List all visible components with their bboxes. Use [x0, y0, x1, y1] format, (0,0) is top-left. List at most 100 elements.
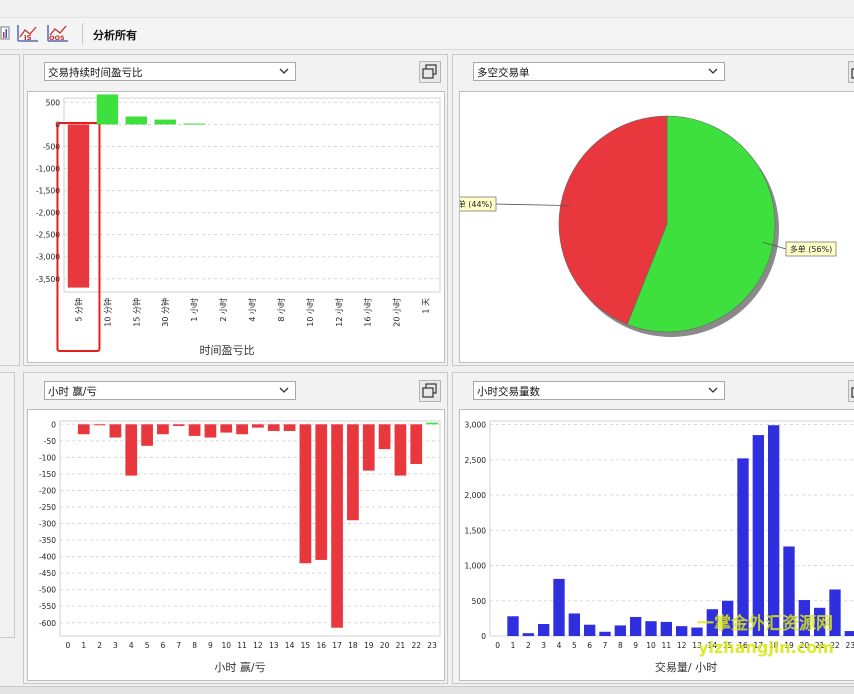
- popout-button[interactable]: [419, 380, 441, 402]
- x-tick-label: 17: [754, 641, 764, 650]
- x-tick-label: 7: [176, 641, 181, 650]
- left-panel-stub-bottom: [0, 372, 15, 638]
- bar: [721, 600, 734, 636]
- hourly-volume-dropdown[interactable]: 小时交易量数: [473, 381, 725, 400]
- bar: [141, 424, 153, 446]
- x-tick-label: 12: [253, 641, 263, 650]
- bar: [568, 613, 581, 636]
- chart-area: 500 0 -500 -1,000 -1,500 -2,000 -2,500 -3,000 -3…: [27, 91, 445, 363]
- y-tick-label: -100: [39, 453, 56, 462]
- bar: [675, 626, 688, 636]
- x-tick-label: 3: [541, 641, 546, 650]
- x-tick-label: 16: [316, 641, 326, 650]
- x-tick-label: 23: [427, 641, 437, 650]
- x-tick-label: 16: [738, 641, 748, 650]
- x-tick-label: 7: [603, 641, 608, 650]
- x-tick-label: 9: [208, 641, 213, 650]
- y-tick-label: -550: [39, 602, 56, 611]
- x-tick-label: 22: [411, 641, 421, 650]
- hourly-pnl-dropdown[interactable]: 小时 赢/亏: [44, 381, 296, 400]
- toolbar-separator: [82, 23, 83, 45]
- long-short-dropdown[interactable]: 多空交易单: [473, 62, 725, 81]
- bar: [77, 424, 90, 435]
- bar: [157, 424, 169, 435]
- bar: [737, 458, 749, 636]
- x-tick-label: 21: [815, 641, 825, 650]
- y-tick-label: -600: [39, 619, 56, 628]
- bar: [660, 621, 673, 636]
- x-tick-label: 13: [692, 641, 702, 650]
- x-tick-label: 17: [332, 641, 342, 650]
- x-tick-label: 0: [495, 641, 500, 650]
- x-tick-label: 30 分钟: [160, 298, 170, 327]
- y-tick-label: 500: [472, 597, 487, 606]
- x-tick-label: 20 小时: [392, 298, 402, 327]
- analyze-all-button[interactable]: 分析所有: [93, 29, 137, 42]
- bar: [706, 609, 719, 636]
- pie-leader-line: [493, 203, 571, 207]
- chevron-down-icon: [279, 68, 289, 74]
- y-tick-label: 1,000: [465, 562, 487, 571]
- pie-label: 空单 (44%): [460, 199, 492, 209]
- bar: [347, 424, 359, 521]
- x-tick-label: 2: [97, 641, 102, 650]
- dropdown-value: 小时交易量数: [477, 386, 540, 398]
- bar: [599, 631, 611, 636]
- x-tick-label: 13: [269, 641, 279, 650]
- x-axis-label: 小时 赢/亏: [214, 660, 265, 674]
- y-tick-label: -350: [39, 536, 56, 545]
- bar: [183, 123, 205, 125]
- is-chart-icon[interactable]: IS: [16, 23, 40, 43]
- bar: [172, 424, 185, 426]
- x-tick-label: 8: [618, 641, 623, 650]
- oos-label: OOS: [49, 34, 65, 42]
- bar: [537, 624, 550, 636]
- bar: [96, 94, 119, 125]
- x-tick-label: 5: [145, 641, 150, 650]
- x-tick-label: 21: [396, 641, 406, 650]
- x-tick-label: 22: [830, 641, 840, 650]
- popout-icon: [851, 68, 854, 79]
- x-tick-label: 15: [723, 641, 733, 650]
- bar: [188, 424, 201, 436]
- x-tick-label: 18: [348, 641, 358, 650]
- y-tick-label: -3,500: [36, 275, 60, 284]
- y-tick-label: 1,500: [465, 526, 487, 535]
- x-tick-label: 4: [129, 641, 134, 650]
- chevron-down-icon: [708, 68, 718, 74]
- y-tick-label: 3,000: [465, 421, 487, 430]
- y-tick-label: 2,500: [465, 456, 487, 465]
- chart-icon[interactable]: [0, 23, 10, 43]
- duration-pnl-dropdown[interactable]: 交易持续时间盈亏比: [44, 62, 296, 81]
- popout-button[interactable]: [848, 61, 854, 83]
- x-tick-label: 10 分钟: [102, 298, 112, 327]
- x-tick-label: 15: [301, 641, 311, 650]
- y-tick-label: 500: [46, 98, 61, 107]
- duration-pnl-chart: 5000-500-1,000-1,500-2,000-2,500-3,000-3…: [36, 94, 441, 357]
- bar: [283, 424, 296, 431]
- x-tick-label: 1: [511, 641, 516, 650]
- x-tick-label: 14: [285, 641, 295, 650]
- x-tick-label: 16 小时: [363, 298, 373, 327]
- bar: [204, 424, 217, 438]
- pie-label: 多单 (56%): [790, 244, 833, 254]
- bar: [252, 424, 264, 428]
- x-tick-label: 1 天: [422, 298, 431, 314]
- x-tick-label: 19: [364, 641, 374, 650]
- is-label: IS: [24, 34, 32, 42]
- bar: [645, 621, 657, 636]
- plot-area: [59, 420, 441, 637]
- bar: [583, 624, 596, 636]
- x-tick-label: 1: [81, 641, 86, 650]
- pie-label-box: [785, 241, 837, 257]
- y-tick-label: -1,000: [36, 165, 60, 174]
- oos-chart-icon[interactable]: OOS: [46, 23, 70, 43]
- popout-button[interactable]: [848, 380, 854, 402]
- popout-button[interactable]: [419, 61, 441, 83]
- y-tick-label: -1,500: [36, 187, 60, 196]
- bar: [767, 425, 780, 636]
- x-axis-label: 交易量/ 小时: [655, 660, 717, 674]
- bar: [798, 600, 811, 636]
- bar: [629, 616, 642, 636]
- x-axis-label: 时间盈亏比: [200, 344, 255, 357]
